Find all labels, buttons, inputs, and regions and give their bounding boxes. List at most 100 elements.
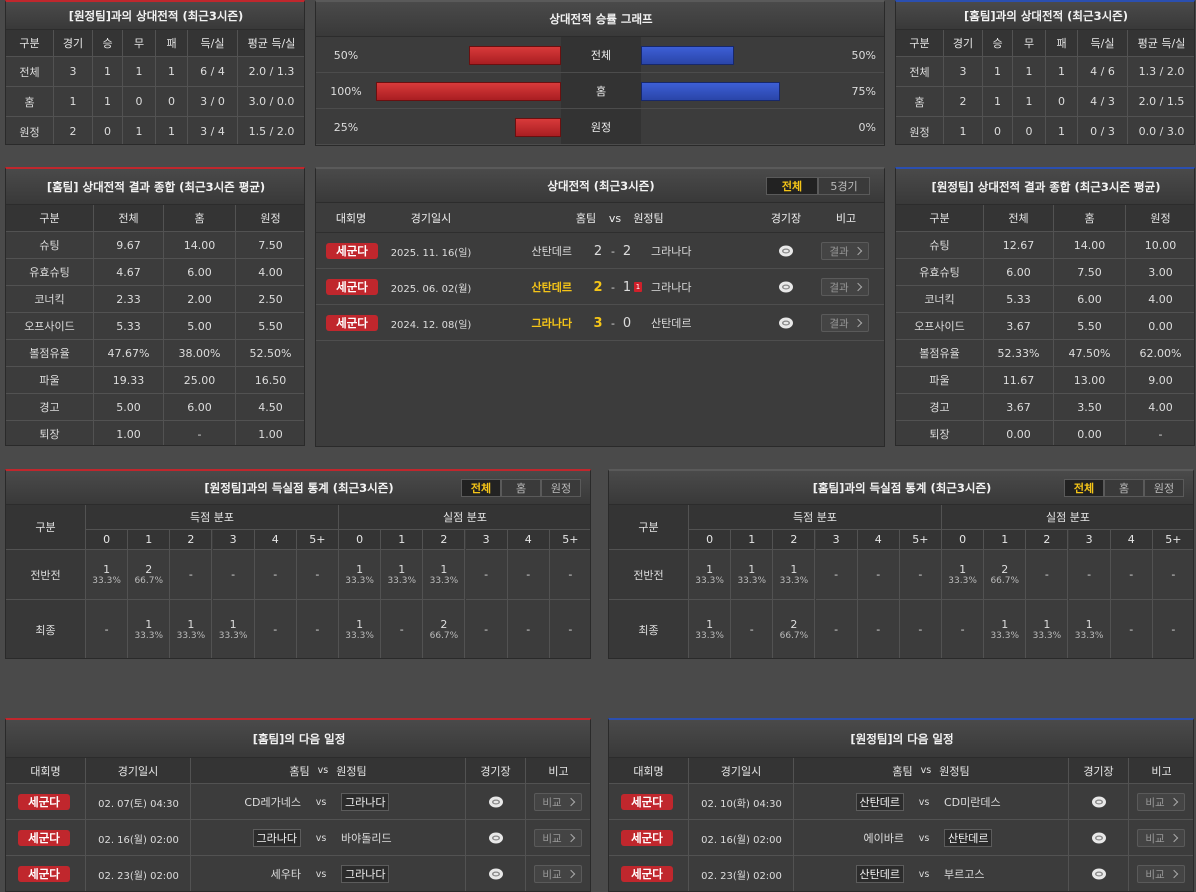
- goal-cell: 1 33.3%: [128, 600, 171, 658]
- goal-percent: 33.3%: [948, 576, 977, 586]
- table-cell: 7.50: [1054, 259, 1126, 286]
- column-header: 0: [942, 530, 985, 550]
- goal-cell: 1 33.3%: [86, 550, 129, 600]
- vs: vs: [918, 868, 930, 880]
- home-score: 2: [593, 243, 603, 259]
- header-cell: 홈팀 vs 원정팀: [191, 758, 466, 784]
- table-cell: 3.0 / 0.0: [238, 87, 304, 117]
- table-cell: 2.0 / 1.3: [238, 57, 304, 87]
- away-score: 0: [622, 315, 632, 331]
- tab[interactable]: 원정: [1144, 479, 1184, 497]
- table-cell: 2.33: [94, 286, 164, 313]
- header-cell: 득/실: [1078, 30, 1128, 57]
- table-cell: 4.67: [94, 259, 164, 286]
- away-team: 산탄데르: [944, 829, 993, 847]
- fixture-date: 02. 10(화) 04:30: [701, 798, 782, 810]
- home-cell: 산탄데르: [794, 784, 904, 820]
- table-cell: 62.00%: [1126, 340, 1194, 367]
- table-cell: 0.00: [984, 421, 1054, 445]
- away-score: 1: [622, 279, 632, 295]
- group-header: 실점 분포: [942, 505, 1193, 530]
- note-button[interactable]: 비교: [534, 793, 582, 811]
- match-date: 2025. 06. 02(월): [390, 283, 472, 295]
- tab[interactable]: 전체: [461, 479, 501, 497]
- tab[interactable]: 홈: [1104, 479, 1144, 497]
- chevron: [853, 246, 862, 256]
- tab[interactable]: 전체: [1064, 479, 1104, 497]
- tab[interactable]: 5경기: [818, 177, 870, 195]
- table-cell: 38.00%: [164, 340, 236, 367]
- goal-cell: 1 33.3%: [1069, 600, 1111, 658]
- header-cell: 경기일시: [86, 758, 191, 784]
- goal-count: 1: [748, 563, 756, 576]
- header-cell: 경기일시: [689, 758, 794, 784]
- table-cell: 3: [54, 57, 93, 87]
- table-cell: [1069, 820, 1129, 856]
- header-cell: 비고: [1129, 758, 1193, 784]
- fixture-date: 02. 07(토) 04:30: [98, 798, 179, 810]
- goal-cell: -: [1110, 550, 1153, 600]
- chevron: [853, 282, 862, 292]
- home-team: 산탄데르: [855, 865, 904, 883]
- note-button[interactable]: 비교: [1137, 829, 1185, 847]
- tab[interactable]: 전체: [766, 177, 818, 195]
- goal-count: 1: [398, 563, 406, 576]
- table-cell: 4 / 6: [1078, 57, 1128, 87]
- column-header: 2: [1026, 530, 1069, 550]
- header-cell: 평균 득/실: [1128, 30, 1194, 57]
- table-cell: 52.50%: [236, 340, 304, 367]
- table-cell: 6.00: [1054, 286, 1126, 313]
- table-cell: [609, 784, 689, 820]
- header-home: 홈팀: [289, 764, 310, 778]
- table-cell: 0: [983, 117, 1013, 144]
- table-cell: 1: [1046, 117, 1078, 144]
- goal-cell: 1 33.3%: [731, 550, 774, 600]
- vs: vs: [315, 832, 327, 844]
- away-bar: [641, 46, 734, 65]
- table-cell: 1: [1046, 57, 1078, 87]
- note-button[interactable]: 결과: [821, 242, 869, 260]
- row-line: [316, 144, 884, 145]
- table-cell: 12.67: [984, 232, 1054, 259]
- red-card: 1: [634, 282, 642, 292]
- away-team: 그라나다: [341, 865, 390, 883]
- home-bar: [376, 82, 561, 101]
- note-button[interactable]: 결과: [821, 278, 869, 296]
- column-header: 4: [1110, 530, 1153, 550]
- header-cell: 비고: [526, 758, 590, 784]
- table-cell: [526, 820, 590, 856]
- panel: [홈팀]과의 상대전적 (최근3시즌) 구분 전체 홈 원정 경기 3 2 1 승 1 1 0 무 1 1 0 패…: [895, 0, 1195, 145]
- vs: vs: [918, 832, 930, 844]
- panel-title: [홈팀]의 다음 일정: [6, 720, 590, 758]
- table-cell: 0: [1013, 117, 1046, 144]
- header-cell: 경기: [54, 30, 93, 57]
- table-cell: 2: [54, 117, 93, 144]
- table-cell: 2.0 / 1.5: [1128, 87, 1194, 117]
- note-button[interactable]: 결과: [821, 314, 869, 332]
- home-team: 산탄데르: [855, 793, 904, 811]
- note-button[interactable]: 비교: [534, 829, 582, 847]
- panel: [원정팀]의 다음 일정 대회명 경기일시 경기장 비고 홈팀 vs 원정팀 세군다 02. 10…: [608, 718, 1194, 892]
- league-badge: 세군다: [18, 866, 70, 882]
- table-cell: 3.50: [1054, 394, 1126, 421]
- tab[interactable]: 홈: [501, 479, 541, 497]
- center-column: [561, 37, 641, 145]
- note-button[interactable]: 비교: [1137, 793, 1185, 811]
- table-cell: 오프사이드: [896, 313, 984, 340]
- panel-title: [홈팀] 상대전적 결과 종합 (최근3시즌 평균): [6, 169, 304, 205]
- panel: [홈팀]과의 득실점 통계 (최근3시즌) 전체 홈 원정 구분 득점 분포 0 1 2 3 4 5+…: [608, 469, 1194, 659]
- table-cell: [191, 784, 466, 820]
- goal-cell: -: [86, 600, 129, 658]
- table-cell: 6 / 4: [188, 57, 238, 87]
- league-badge: 세군다: [18, 830, 70, 846]
- score-separator: -: [611, 316, 615, 330]
- label-header: 구분: [6, 505, 86, 550]
- chevron: [566, 833, 575, 843]
- table-cell: 유효슈팅: [6, 259, 94, 286]
- note-button[interactable]: 비교: [534, 865, 582, 883]
- goal-percent: 66.7%: [429, 631, 459, 641]
- note-button[interactable]: 비교: [1137, 865, 1185, 883]
- table-cell: [86, 784, 191, 820]
- tab[interactable]: 원정: [541, 479, 581, 497]
- home-team: 산탄데르: [531, 281, 572, 294]
